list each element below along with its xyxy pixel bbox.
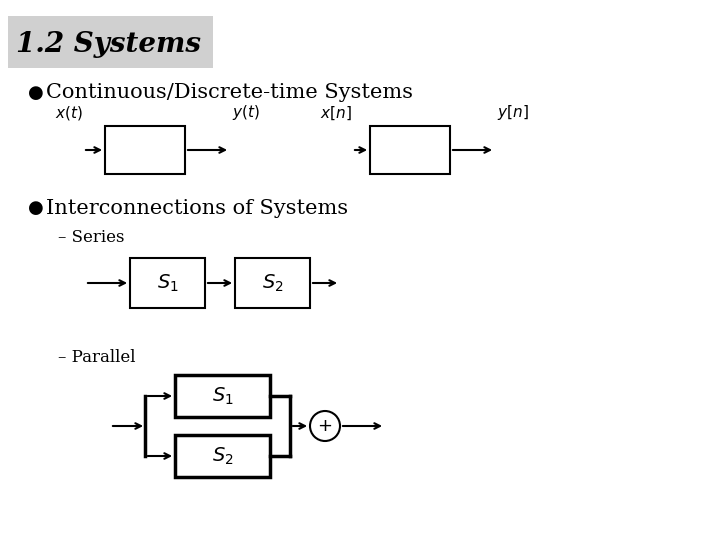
Bar	[8, 16, 213, 68]
Text: 1.2 Systems: 1.2 Systems	[16, 30, 201, 57]
Bar	[175, 375, 270, 417]
Bar	[130, 258, 205, 308]
Text: $S_1$: $S_1$	[212, 386, 233, 407]
Text: $y[n]$: $y[n]$	[497, 103, 528, 122]
Text: – Series: – Series	[58, 230, 125, 246]
Text: $x[n]$: $x[n]$	[320, 105, 352, 122]
Text: $S_1$: $S_1$	[157, 272, 179, 294]
Bar	[105, 126, 185, 174]
Text: Interconnections of Systems: Interconnections of Systems	[46, 199, 348, 218]
Text: – Parallel: – Parallel	[58, 349, 135, 367]
Circle shape	[310, 411, 340, 441]
Text: $S_2$: $S_2$	[212, 446, 233, 467]
Text: ●: ●	[28, 199, 44, 217]
Text: ●: ●	[28, 84, 44, 102]
Text: $x(t)$: $x(t)$	[55, 104, 83, 122]
Bar	[175, 435, 270, 477]
Text: +: +	[318, 417, 333, 435]
Text: $y(t)$: $y(t)$	[232, 103, 260, 122]
Bar	[370, 126, 450, 174]
Bar	[235, 258, 310, 308]
Text: Continuous/Discrete-time Systems: Continuous/Discrete-time Systems	[46, 84, 413, 103]
Text: $S_2$: $S_2$	[261, 272, 283, 294]
